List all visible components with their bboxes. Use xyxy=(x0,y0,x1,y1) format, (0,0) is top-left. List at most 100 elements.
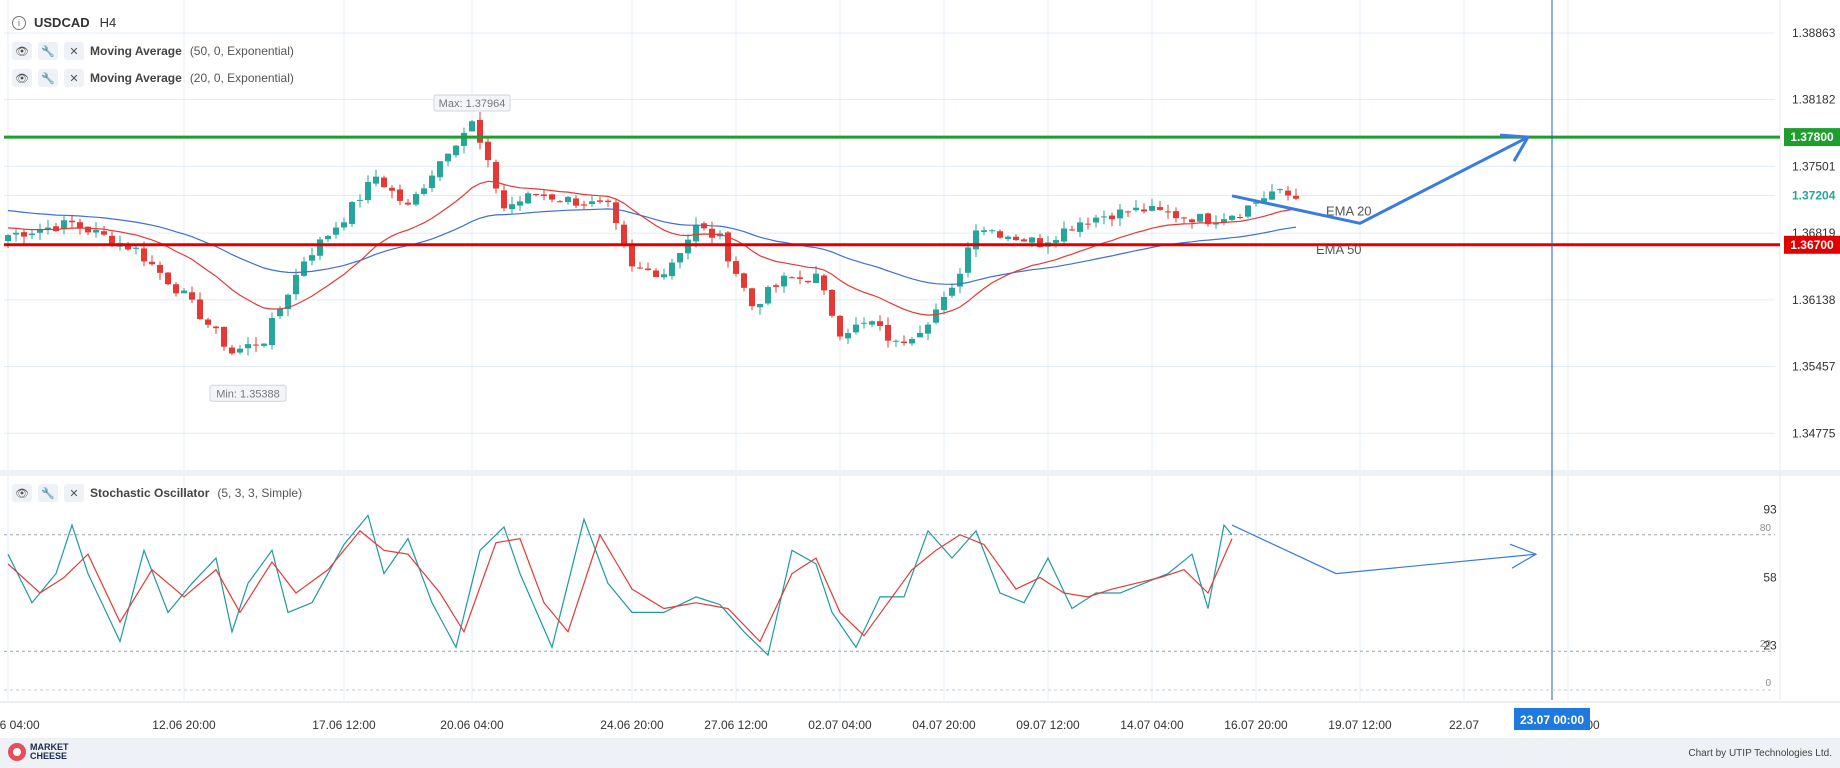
grid xyxy=(4,0,1775,700)
price-tick-label: 1.38182 xyxy=(1792,93,1836,107)
candle-body xyxy=(1069,229,1075,231)
candle-body xyxy=(829,289,835,316)
candle-body xyxy=(253,344,259,346)
timeframe-label[interactable]: H4 xyxy=(99,15,117,30)
stoch-k-line xyxy=(7,514,1233,657)
candle-body xyxy=(341,222,347,228)
candles xyxy=(5,112,1299,356)
candle-body xyxy=(317,239,323,256)
close-icon[interactable]: ✕ xyxy=(64,69,84,87)
candle-body xyxy=(997,231,1003,238)
candle-body xyxy=(517,201,523,206)
candle-body xyxy=(757,303,763,308)
wrench-icon[interactable]: 🔧 xyxy=(38,69,58,87)
candle-body xyxy=(157,264,163,273)
time-tick-label: 17.06 12:00 xyxy=(312,718,376,732)
credit-text: Chart by UTIP Technologies Ltd. xyxy=(1688,748,1832,759)
candle-body xyxy=(1053,240,1059,243)
ema50-line xyxy=(7,208,1297,285)
indicator-params: (50, 0, Exponential) xyxy=(189,44,294,58)
stoch-d-line xyxy=(7,530,1233,643)
candle-body xyxy=(685,239,691,254)
price-tick-label: 1.38863 xyxy=(1792,26,1836,40)
wrench-icon[interactable]: 🔧 xyxy=(38,484,58,502)
time-tick-label: 12.06 20:00 xyxy=(152,718,216,732)
candle-body xyxy=(797,277,803,279)
candle-body xyxy=(53,226,59,232)
candle-body xyxy=(549,194,555,200)
candle-body xyxy=(1261,198,1267,202)
close-icon[interactable]: ✕ xyxy=(64,42,84,60)
candle-body xyxy=(893,340,899,342)
stoch-tick-label: 93 xyxy=(1763,503,1777,517)
candle-body xyxy=(949,287,955,296)
candle-body xyxy=(277,308,283,317)
candle-body xyxy=(1245,205,1251,217)
candle-body xyxy=(693,224,699,242)
candle-body xyxy=(213,326,219,329)
time-tick-label: 19.07 12:00 xyxy=(1328,718,1392,732)
close-icon[interactable]: ✕ xyxy=(64,484,84,502)
candle-body xyxy=(965,247,971,273)
eye-icon[interactable]: 👁 xyxy=(12,484,32,502)
candle-body xyxy=(709,228,715,238)
stoch-forecast-arrow xyxy=(1231,524,1537,575)
candle-body xyxy=(1253,202,1259,204)
support-label: 1.36700 xyxy=(1790,238,1834,252)
candle-body xyxy=(469,121,475,132)
stoch-level-label: 20 xyxy=(1760,639,1772,650)
candle-body xyxy=(565,196,571,203)
cursor-time-badge: 23.07 00:00 xyxy=(1520,713,1584,727)
candle-body xyxy=(141,248,147,262)
candle-body xyxy=(1101,216,1107,218)
max-label: Max: 1.37964 xyxy=(439,98,506,110)
candle-body xyxy=(1021,239,1027,242)
wrench-icon[interactable]: 🔧 xyxy=(38,42,58,60)
candle-body xyxy=(573,198,579,206)
candle-body xyxy=(1237,217,1243,219)
candle-body xyxy=(1285,190,1291,196)
eye-icon[interactable]: 👁 xyxy=(12,42,32,60)
time-tick-label: 27.06 12:00 xyxy=(704,718,768,732)
candle-body xyxy=(1277,189,1283,191)
candle-body xyxy=(989,230,995,232)
market-cheese-logo[interactable]: MARKET CHEESE xyxy=(8,743,69,761)
stoch-forecast-arrowhead xyxy=(1509,543,1538,569)
candle-body xyxy=(661,274,667,278)
time-tick-label: 22.07 xyxy=(1449,718,1479,732)
candle-body xyxy=(309,255,315,261)
candle-body xyxy=(917,332,923,338)
candle-body xyxy=(29,233,35,236)
candle-body xyxy=(1293,195,1299,199)
candle-body xyxy=(765,287,771,304)
price-forecast-arrow xyxy=(1231,135,1529,225)
candle-body xyxy=(821,275,827,291)
candle-body xyxy=(1221,219,1227,223)
candle-body xyxy=(789,277,795,279)
candle-body xyxy=(85,226,91,233)
candle-body xyxy=(861,322,867,324)
price-forecast-arrowhead xyxy=(1499,133,1531,162)
info-icon[interactable]: i xyxy=(12,15,26,30)
candle-body xyxy=(1269,191,1275,200)
candle-body xyxy=(37,229,43,233)
candle-body xyxy=(1061,228,1067,242)
candle-body xyxy=(597,200,603,202)
logo-line2: CHEESE xyxy=(30,751,68,761)
candle-body xyxy=(205,319,211,325)
eye-icon[interactable]: 👁 xyxy=(12,69,32,87)
time-tick-label: 04.07 20:00 xyxy=(912,718,976,732)
max-label-bg xyxy=(433,94,511,112)
candle-body xyxy=(1077,222,1083,232)
min-label-bg xyxy=(209,384,287,402)
candle-body xyxy=(93,229,99,233)
candle-body xyxy=(1229,215,1235,220)
indicator-params: (20, 0, Exponential) xyxy=(189,71,294,85)
price-tick-label: 1.37501 xyxy=(1792,159,1836,173)
resistance-label-bg xyxy=(1784,128,1840,147)
candle-body xyxy=(541,194,547,197)
candle-body xyxy=(1141,209,1147,212)
candle-body xyxy=(189,292,195,300)
candle-body xyxy=(181,290,187,294)
